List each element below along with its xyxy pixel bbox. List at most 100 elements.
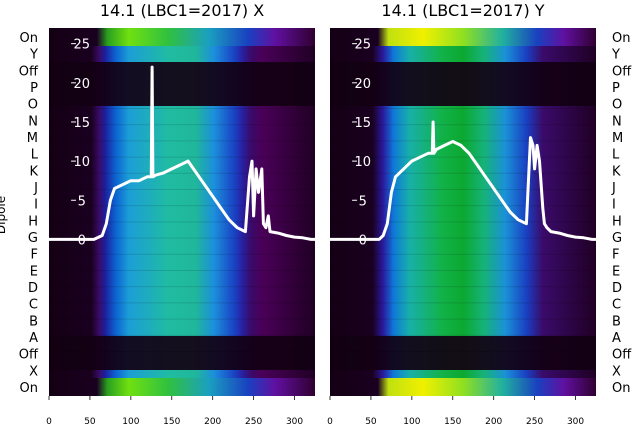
heatmap-row-stripe <box>330 286 596 288</box>
heatmap-row-stripe <box>49 318 315 320</box>
heatmap-row-stripe <box>49 302 315 304</box>
side-label: N <box>612 114 622 129</box>
heatmap-bottom-row <box>49 378 315 396</box>
heatmap-row-stripe <box>330 140 596 142</box>
x-tick-label: 100 <box>403 417 420 427</box>
y-tick-label: 5 <box>359 194 367 209</box>
side-label: J <box>33 181 38 196</box>
heatmap-off-band-bottom <box>330 336 596 370</box>
side-label: G <box>28 231 38 246</box>
x-tick-label: 150 <box>163 417 180 427</box>
series-line <box>330 120 596 241</box>
heatmap-row-stripe <box>330 108 596 109</box>
heatmap-row-stripe <box>49 156 315 158</box>
y-tick-label: 0 <box>78 233 86 248</box>
side-label: G <box>612 231 622 246</box>
side-label: Off <box>612 348 632 363</box>
side-label: X <box>29 364 38 379</box>
y-tick-label: 20 <box>73 77 90 92</box>
y-tick-label: 5 <box>78 194 86 209</box>
heatmap-row-stripe <box>330 318 596 320</box>
heatmap-row-stripe <box>49 140 315 142</box>
side-label: N <box>28 114 38 129</box>
side-label: K <box>29 164 38 179</box>
side-label: H <box>612 214 622 229</box>
x-tick-label: 0 <box>327 417 333 427</box>
heatmap-row-stripe <box>49 172 315 174</box>
heatmap-bottom-row <box>330 378 596 396</box>
side-label: P <box>30 81 38 96</box>
y-tick-label: 15 <box>354 116 371 131</box>
y-tick-label: 15 <box>73 116 90 131</box>
side-label: X <box>612 364 621 379</box>
heatmap-row-stripe <box>49 189 315 190</box>
y-tick-label: 20 <box>354 77 371 92</box>
side-label: D <box>28 281 38 296</box>
heatmap-row-stripe <box>49 237 315 239</box>
y-axis-label: Dipole <box>0 196 8 234</box>
x-tick-label: 50 <box>84 417 96 427</box>
side-label: D <box>612 281 622 296</box>
x-tick-label: 250 <box>526 417 543 427</box>
heatmap-top-row <box>330 28 596 46</box>
heatmap-row-stripe <box>330 253 596 255</box>
heatmap-row-stripe <box>49 286 315 288</box>
side-label: On <box>612 381 630 396</box>
side-label: F <box>612 248 619 263</box>
side-label: I <box>612 198 616 213</box>
side-label: C <box>612 298 621 313</box>
x-tick-label: 300 <box>567 417 584 427</box>
side-label: P <box>612 81 620 96</box>
chart-title: 14.1 (LBC1=2017) X <box>100 1 264 20</box>
x-tick-label: 150 <box>444 417 461 427</box>
heatmap-row-stripe <box>49 205 315 207</box>
side-label: O <box>28 98 38 113</box>
side-label: I <box>34 198 38 213</box>
side-label: A <box>29 331 38 346</box>
heatmap-row-stripe <box>49 270 315 271</box>
x-tick-label: 250 <box>245 417 262 427</box>
series-line <box>49 65 315 241</box>
heatmap-row-stripe <box>49 334 315 336</box>
y-tick-label: 0 <box>359 233 367 248</box>
heatmap-off-band-top <box>330 62 596 106</box>
x-tick-label: 200 <box>204 417 221 427</box>
heatmap-row-stripe <box>330 302 596 304</box>
heatmap-top-row <box>49 28 315 46</box>
side-label: E <box>612 264 620 279</box>
heatmap-row-stripe <box>330 270 596 271</box>
heatmap-row-stripe <box>330 205 596 207</box>
y-tick-label: 25 <box>354 38 371 53</box>
side-label: On <box>612 31 630 46</box>
x-tick-label: 200 <box>485 417 502 427</box>
heatmap-row-stripe <box>330 189 596 190</box>
heatmap-off-band-bottom <box>49 336 315 370</box>
x-tick-label: 50 <box>365 417 377 427</box>
heatmap-off-band-top <box>49 62 315 106</box>
side-label: L <box>612 148 620 163</box>
heatmap-row-stripe <box>330 124 596 126</box>
chart-panel-2: 14.1 (LBC1=2017) YOnYOffPONMLKJIHGFEDCBA… <box>327 1 632 427</box>
x-tick-label: 0 <box>46 417 52 427</box>
side-label: B <box>612 314 621 329</box>
heatmap-row-stripe <box>330 334 596 336</box>
heatmap-row-stripe <box>49 253 315 255</box>
side-label: C <box>29 298 38 313</box>
side-label: M <box>27 131 38 146</box>
y-tick-label: 25 <box>73 38 90 53</box>
side-label: A <box>612 331 621 346</box>
side-label: H <box>28 214 38 229</box>
x-tick-label: 100 <box>122 417 139 427</box>
side-label: F <box>31 248 38 263</box>
heatmap-row-stripe <box>49 351 315 352</box>
side-label: On <box>20 381 38 396</box>
y-tick-label: 10 <box>354 155 371 170</box>
side-label: B <box>29 314 38 329</box>
side-label: Off <box>19 64 39 79</box>
side-label: Y <box>611 48 620 63</box>
heatmap-row-stripe <box>330 351 596 352</box>
side-label: E <box>30 264 38 279</box>
y-tick-label: 10 <box>73 155 90 170</box>
side-label: K <box>612 164 621 179</box>
